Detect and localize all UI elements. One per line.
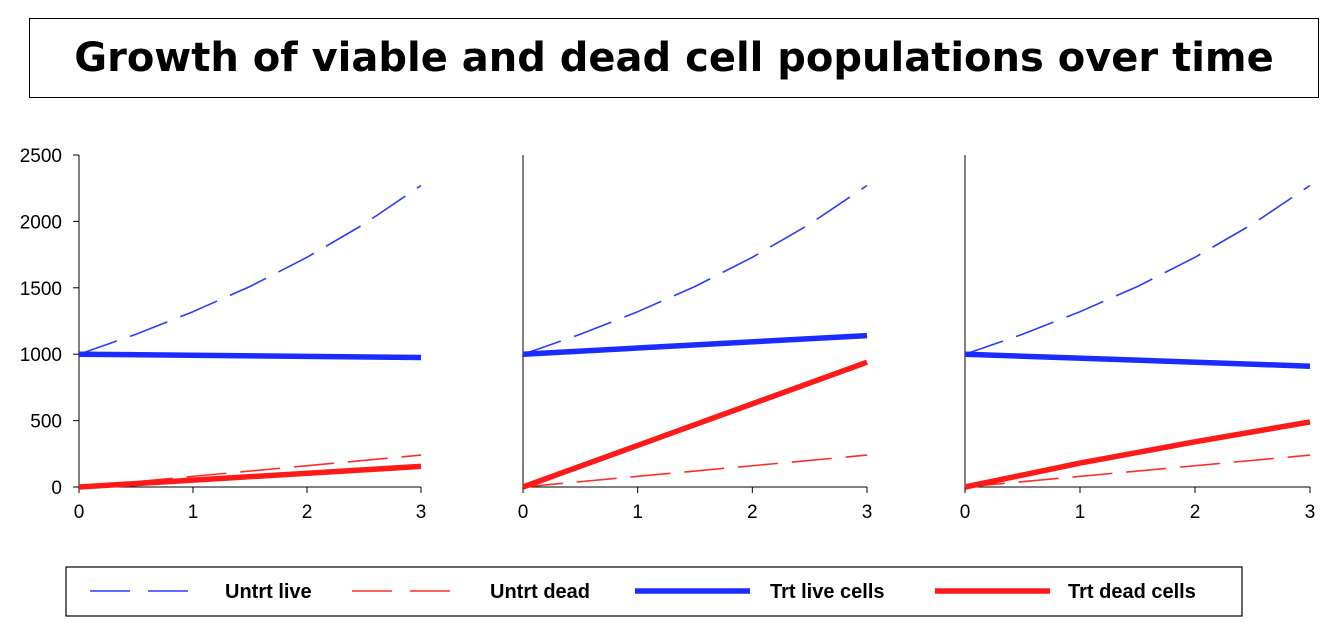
- chart-panel-1: 0 1 2 3 0 500 1000 1500 2000 2500: [20, 146, 427, 523]
- legend-label: Trt dead cells: [1068, 581, 1196, 603]
- chart-panel-3: 0 1 2 3: [960, 155, 1316, 523]
- y-tick-label: 2500: [20, 146, 62, 167]
- x-tick-label: 2: [747, 502, 758, 523]
- x-tick-label: 2: [1190, 502, 1201, 523]
- series-line-untrt-dead: [964, 454, 1311, 488]
- series-line-untrt-live: [78, 184, 422, 355]
- x-tick-label: 3: [862, 502, 873, 523]
- chart-panel-2: 0 1 2 3: [518, 155, 873, 523]
- x-tick-label: 1: [188, 502, 199, 523]
- x-tick-label: 0: [518, 502, 529, 523]
- series-line-trt-live-cells: [78, 351, 422, 361]
- chart-title-box: Growth of viable and dead cell populatio…: [29, 18, 1319, 98]
- series-line-trt-dead-cells: [78, 463, 422, 490]
- x-tick-label: 0: [74, 502, 85, 523]
- chart-title: Growth of viable and dead cell populatio…: [74, 35, 1274, 81]
- x-tick-label: 3: [416, 502, 427, 523]
- series-line-untrt-dead: [522, 454, 868, 488]
- x-tick-label: 2: [302, 502, 313, 523]
- series-line-trt-live-cells: [964, 351, 1311, 369]
- y-tick-label: 500: [30, 412, 62, 433]
- legend: Untrt live Untrt dead Trt live cells Trt de…: [65, 566, 1243, 617]
- legend-label: Untrt live: [225, 581, 312, 603]
- y-tick-label: 0: [51, 478, 62, 499]
- x-tick-label: 3: [1305, 502, 1316, 523]
- y-tick-label: 1500: [20, 279, 62, 300]
- legend-label: Trt live cells: [770, 581, 885, 603]
- series-line-untrt-live: [522, 184, 868, 355]
- x-tick-label: 0: [960, 502, 971, 523]
- series-line-untrt-live: [964, 184, 1311, 355]
- series-line-trt-dead-cells: [964, 419, 1311, 490]
- y-tick-label: 2000: [20, 212, 62, 233]
- series-line-trt-live-cells: [522, 332, 868, 357]
- x-tick-label: 1: [1075, 502, 1086, 523]
- x-tick-label: 1: [632, 502, 643, 523]
- legend-label: Untrt dead: [490, 581, 590, 603]
- series-line-trt-dead-cells: [522, 359, 868, 490]
- y-tick-label: 1000: [20, 345, 62, 366]
